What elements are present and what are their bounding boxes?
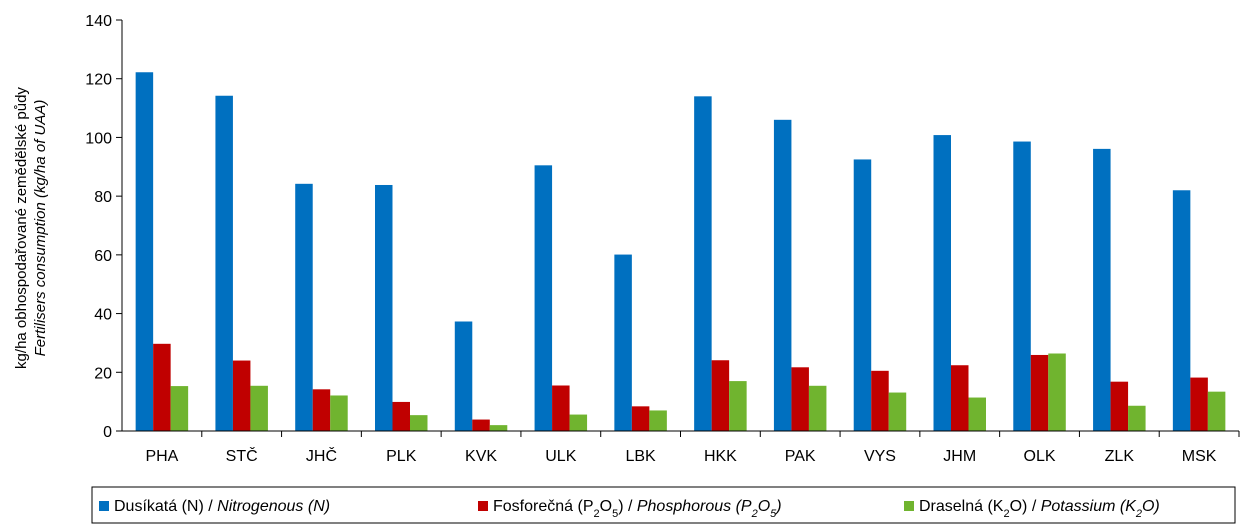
- x-tick-label-msk: MSK: [1182, 448, 1217, 465]
- y-tick-label: 40: [94, 307, 112, 324]
- bar-hkk-series-2: [711, 360, 730, 431]
- bar-stč-series-1: [215, 95, 233, 432]
- bar-lbk-series-3: [649, 410, 667, 431]
- bar-ulk-series-2: [552, 385, 570, 431]
- x-axis: PHA STČ JHČ PLK KVK ULK LBK HKK PAK VYS JHM OLK ZLK M…: [122, 430, 1240, 465]
- x-tick-label-lbk: LBK: [625, 448, 656, 465]
- bar-msk-series-1: [1172, 190, 1191, 431]
- legend-label: Draselná (K2O) / Potassium (K2O): [919, 498, 1160, 520]
- x-tick-label-jhč: JHČ: [306, 446, 337, 465]
- x-tick-label-ulk: ULK: [545, 448, 576, 465]
- bar-kvk-series-1: [454, 321, 473, 431]
- x-tick-label-olk: OLK: [1024, 448, 1056, 465]
- bar-jhm-series-2: [951, 365, 969, 431]
- bar-vys-series-2: [871, 370, 889, 431]
- bar-stč-series-2: [232, 360, 251, 431]
- bar-plk-series-3: [410, 415, 428, 431]
- bar-zlk-series-2: [1110, 381, 1129, 431]
- x-tick-label-kvk: KVK: [465, 448, 497, 465]
- bar-jhč-series-2: [312, 389, 331, 431]
- bar-pak-series-2: [791, 367, 809, 431]
- y-tick-label: 20: [94, 365, 112, 382]
- x-tick-label-vys: VYS: [864, 448, 896, 465]
- y-axis: 0 20 40 60 80 100 120 140: [85, 13, 123, 441]
- bar-plk-series-1: [375, 184, 393, 431]
- bar-jhm-series-3: [968, 397, 986, 431]
- x-tick-label-jhm: JHM: [943, 448, 976, 465]
- bar-ulk-series-3: [569, 414, 588, 431]
- legend: Dusíkatá (N) / Nitrogenous (N) Fosforečná…: [99, 498, 1160, 520]
- bar-msk-series-3: [1207, 391, 1226, 431]
- plot-area: [135, 72, 1226, 432]
- bar-kvk-series-3: [489, 425, 508, 431]
- bar-plk-series-2: [392, 401, 410, 431]
- bar-pak-series-1: [773, 119, 792, 432]
- x-tick-label-pak: PAK: [785, 448, 816, 465]
- bar-vys-series-3: [888, 392, 907, 431]
- y-tick-label: 100: [85, 130, 112, 147]
- x-tick-label-zlk: ZLK: [1105, 448, 1135, 465]
- legend-swatch: [99, 501, 109, 511]
- y-axis-title: kg/ha obhospodařované zemědělské půdy Fe…: [13, 87, 49, 369]
- legend-label: Dusíkatá (N) / Nitrogenous (N): [114, 498, 330, 515]
- legend-label: Fosforečná (P2O5) / Phosphorous (P2O5): [493, 498, 782, 520]
- bar-ulk-series-1: [534, 165, 553, 431]
- bar-hkk-series-1: [694, 96, 712, 431]
- bar-pha-series-3: [170, 386, 189, 431]
- legend-box: [91, 486, 1236, 524]
- legend-swatch: [478, 501, 488, 511]
- bar-olk-series-2: [1030, 354, 1049, 431]
- bar-lbk-series-2: [631, 406, 650, 431]
- bar-jhč-series-3: [330, 395, 348, 431]
- bar-olk-series-3: [1048, 353, 1066, 431]
- y-tick-label: 0: [103, 424, 112, 441]
- bar-pha-series-2: [153, 343, 171, 431]
- x-tick-label-hkk: HKK: [704, 448, 737, 465]
- y-axis-title-line1: kg/ha obhospodařované zemědělské půdy: [13, 87, 30, 369]
- bar-lbk-series-1: [614, 254, 632, 431]
- legend-item-series-3: Draselná (K2O) / Potassium (K2O): [904, 498, 1160, 520]
- x-tick-label-pha: PHA: [145, 448, 178, 465]
- bar-pak-series-3: [808, 385, 827, 431]
- legend-item-series-2: Fosforečná (P2O5) / Phosphorous (P2O5): [478, 498, 782, 520]
- bar-hkk-series-3: [729, 381, 747, 431]
- x-tick-label-plk: PLK: [386, 448, 417, 465]
- bar-jhm-series-1: [933, 135, 951, 431]
- y-tick-label: 140: [85, 13, 112, 30]
- bar-zlk-series-3: [1128, 405, 1146, 431]
- y-tick-label: 120: [85, 72, 112, 89]
- bar-zlk-series-1: [1093, 148, 1111, 431]
- legend-item-series-1: Dusíkatá (N) / Nitrogenous (N): [99, 498, 330, 515]
- legend-swatch: [904, 501, 914, 511]
- bar-stč-series-3: [250, 385, 268, 431]
- bar-msk-series-2: [1190, 377, 1208, 431]
- bar-pha-series-1: [135, 72, 154, 432]
- y-tick-label: 80: [94, 189, 112, 206]
- x-tick-label-stč: STČ: [226, 446, 258, 465]
- bar-jhč-series-1: [295, 183, 313, 431]
- y-axis-title-line2: Fertilisers consumption (kg/ha of UAA): [32, 100, 49, 357]
- bar-olk-series-1: [1013, 141, 1031, 431]
- y-tick-label: 60: [94, 248, 112, 265]
- bar-vys-series-1: [853, 159, 872, 432]
- bar-kvk-series-2: [472, 419, 490, 431]
